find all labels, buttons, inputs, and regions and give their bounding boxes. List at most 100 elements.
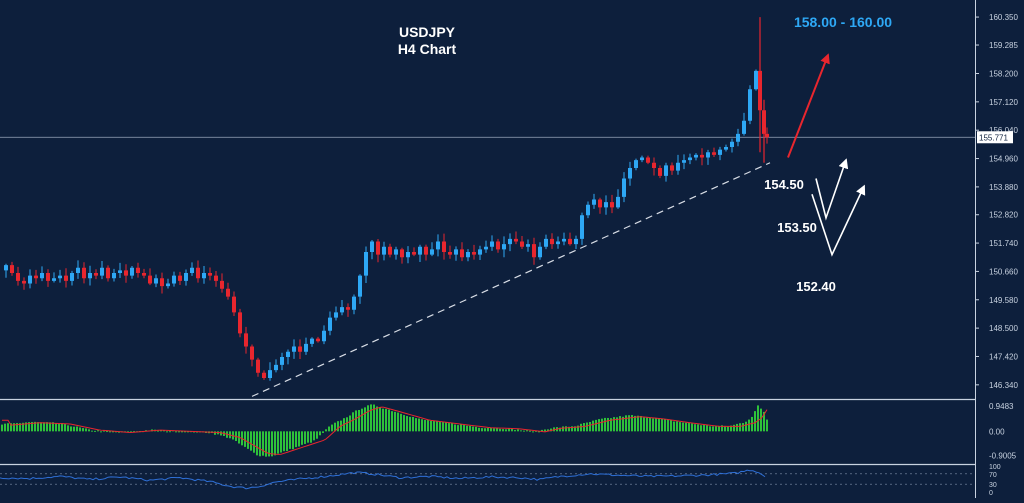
histogram-bar (325, 429, 327, 432)
candle-body (682, 160, 686, 163)
histogram-bar (460, 424, 462, 432)
histogram-bar (160, 430, 162, 432)
histogram-bar (598, 419, 600, 432)
price-tick-label: 159.285 (989, 41, 1018, 50)
candle-body (394, 249, 398, 255)
candle-body (208, 273, 212, 276)
histogram-bar (481, 428, 483, 432)
histogram-bar (454, 424, 456, 432)
histogram-bar (247, 431, 249, 449)
histogram-bar (562, 426, 564, 432)
candle-body (40, 273, 44, 279)
histogram-bar (304, 431, 306, 444)
candle-body (358, 275, 362, 297)
candle-body (352, 296, 356, 310)
histogram-bar (295, 431, 297, 448)
histogram-tick-label: 0.9483 (989, 402, 1014, 411)
candle-body (160, 278, 164, 287)
histogram-bar (496, 427, 498, 432)
price-tick-label: 157.120 (989, 98, 1018, 107)
histogram-bar (517, 429, 519, 432)
histogram-bar (178, 431, 180, 433)
histogram-bar (130, 431, 132, 433)
candle-body (472, 252, 476, 255)
histogram-bar (319, 431, 321, 436)
histogram-bar (355, 410, 357, 432)
candle-body (274, 364, 278, 371)
histogram-bar (73, 426, 75, 432)
histogram-bar (400, 413, 402, 432)
histogram-bar (334, 422, 336, 432)
candle-body (622, 178, 626, 197)
histogram-bar (733, 424, 735, 432)
histogram-bar (589, 422, 591, 432)
histogram-bar (55, 423, 57, 432)
candle-body (346, 307, 350, 310)
candle-body (88, 273, 92, 279)
histogram-bar (601, 418, 603, 432)
candle-body (268, 370, 272, 378)
histogram-bar (637, 415, 639, 432)
histogram-bar (61, 423, 63, 432)
candle-body (568, 238, 572, 245)
histogram-bar (391, 411, 393, 432)
histogram-bar (541, 429, 543, 432)
candle-body (16, 273, 20, 281)
histogram-bar (52, 422, 54, 432)
histogram-bar (655, 418, 657, 432)
histogram-bar (748, 419, 750, 432)
histogram-bar (385, 408, 387, 432)
histogram-bar (511, 428, 513, 432)
histogram-bar (358, 409, 360, 432)
histogram-bar (565, 426, 567, 432)
histogram-bar (694, 424, 696, 432)
candle-body (436, 241, 440, 250)
candle-body (376, 241, 380, 255)
price-tick-label: 150.660 (989, 267, 1018, 276)
histogram-bar (76, 426, 78, 432)
histogram-bar (616, 417, 618, 432)
histogram-bar (754, 411, 756, 432)
candle-body (676, 162, 680, 171)
histogram-bar (670, 420, 672, 432)
histogram-bar (745, 421, 747, 432)
candle-body (454, 249, 458, 255)
candle-body (382, 246, 386, 255)
histogram-bar (418, 418, 420, 432)
candle-body (244, 333, 248, 347)
histogram-bar (721, 425, 723, 432)
histogram-bar (574, 426, 576, 432)
histogram-bar (169, 431, 171, 433)
candle-body (238, 312, 242, 334)
candle-body (400, 249, 404, 258)
candle-body (256, 359, 260, 373)
histogram-bar (46, 422, 48, 432)
current-price-label: 155.771 (979, 133, 1008, 142)
oscillator-panel (0, 463, 1024, 490)
price-tick-label: 149.580 (989, 296, 1018, 305)
candle-body (718, 149, 722, 155)
histogram-bar (685, 422, 687, 432)
candle-body (406, 252, 410, 258)
histogram-bar (346, 417, 348, 432)
candle-body (592, 199, 596, 205)
histogram-bar (472, 426, 474, 432)
histogram-bar (349, 415, 351, 432)
histogram-bar (448, 423, 450, 432)
support-trendline (251, 162, 771, 397)
candle-body (184, 273, 188, 281)
histogram-bar (682, 422, 684, 432)
candle-body (496, 241, 500, 250)
histogram-bar (31, 421, 33, 432)
candle-body (658, 168, 662, 176)
candle-body (526, 244, 530, 247)
histogram-bar (577, 425, 579, 432)
histogram-bar (373, 404, 375, 432)
histogram-bar (94, 430, 96, 432)
candle-body (34, 275, 38, 279)
candle-body (58, 275, 62, 279)
histogram-bar (10, 423, 12, 432)
candle-body (94, 273, 98, 276)
histogram-bar (652, 418, 654, 432)
histogram-bar (532, 431, 534, 433)
